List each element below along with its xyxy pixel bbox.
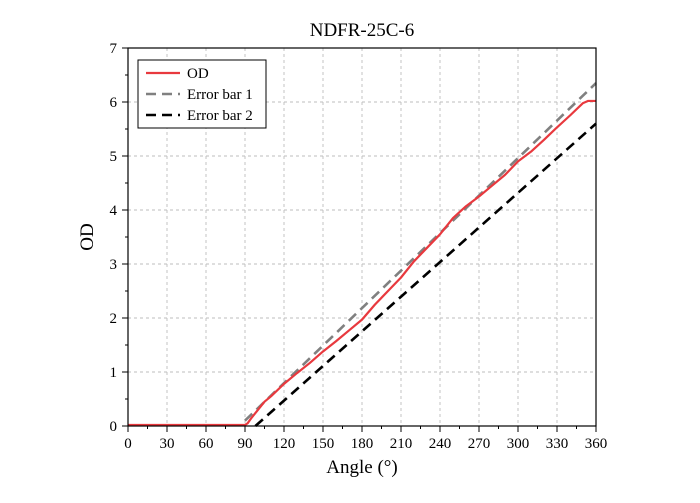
x-tick-label: 120 — [273, 436, 296, 452]
legend: OD Error bar 1 Error bar 2 — [137, 59, 267, 129]
legend-label: Error bar 1 — [187, 87, 253, 103]
x-tick-label: 150 — [312, 436, 335, 452]
y-tick-label: 7 — [110, 41, 118, 57]
y-axis-label: OD — [77, 223, 98, 250]
y-tick-label: 2 — [110, 311, 118, 327]
series-line-error-bar-2 — [254, 122, 597, 427]
x-tick-label: 90 — [238, 436, 253, 452]
x-tick-label: 30 — [160, 436, 175, 452]
y-tick-label: 0 — [110, 419, 118, 435]
x-tick-label: 0 — [124, 436, 132, 452]
axis-ticks: 0 30 60 90 120 150 180 210 240 270 300 330 360 0 1 2 3 4 5… — [110, 41, 608, 452]
data-series — [128, 82, 597, 427]
chart-title: NDFR-25C-6 — [310, 20, 415, 41]
x-axis-label: Angle (°) — [326, 457, 397, 478]
x-tick-label: 300 — [507, 436, 530, 452]
legend-box — [137, 59, 267, 129]
y-tick-label: 3 — [110, 257, 118, 273]
legend-label: OD — [187, 66, 209, 82]
y-tick-label: 4 — [110, 203, 118, 219]
y-tick-label: 6 — [110, 95, 118, 111]
x-tick-label: 270 — [468, 436, 491, 452]
x-tick-label: 210 — [390, 436, 413, 452]
x-tick-label: 360 — [585, 436, 608, 452]
y-tick-label: 1 — [110, 365, 118, 381]
x-tick-label: 240 — [429, 436, 452, 452]
x-tick-label: 180 — [351, 436, 374, 452]
legend-label: Error bar 2 — [187, 108, 253, 124]
series-line-od — [128, 99, 596, 427]
series-line-error-bar-1 — [244, 82, 597, 422]
x-tick-label: 330 — [546, 436, 569, 452]
x-tick-label: 60 — [199, 436, 214, 452]
y-tick-label: 5 — [110, 149, 118, 165]
